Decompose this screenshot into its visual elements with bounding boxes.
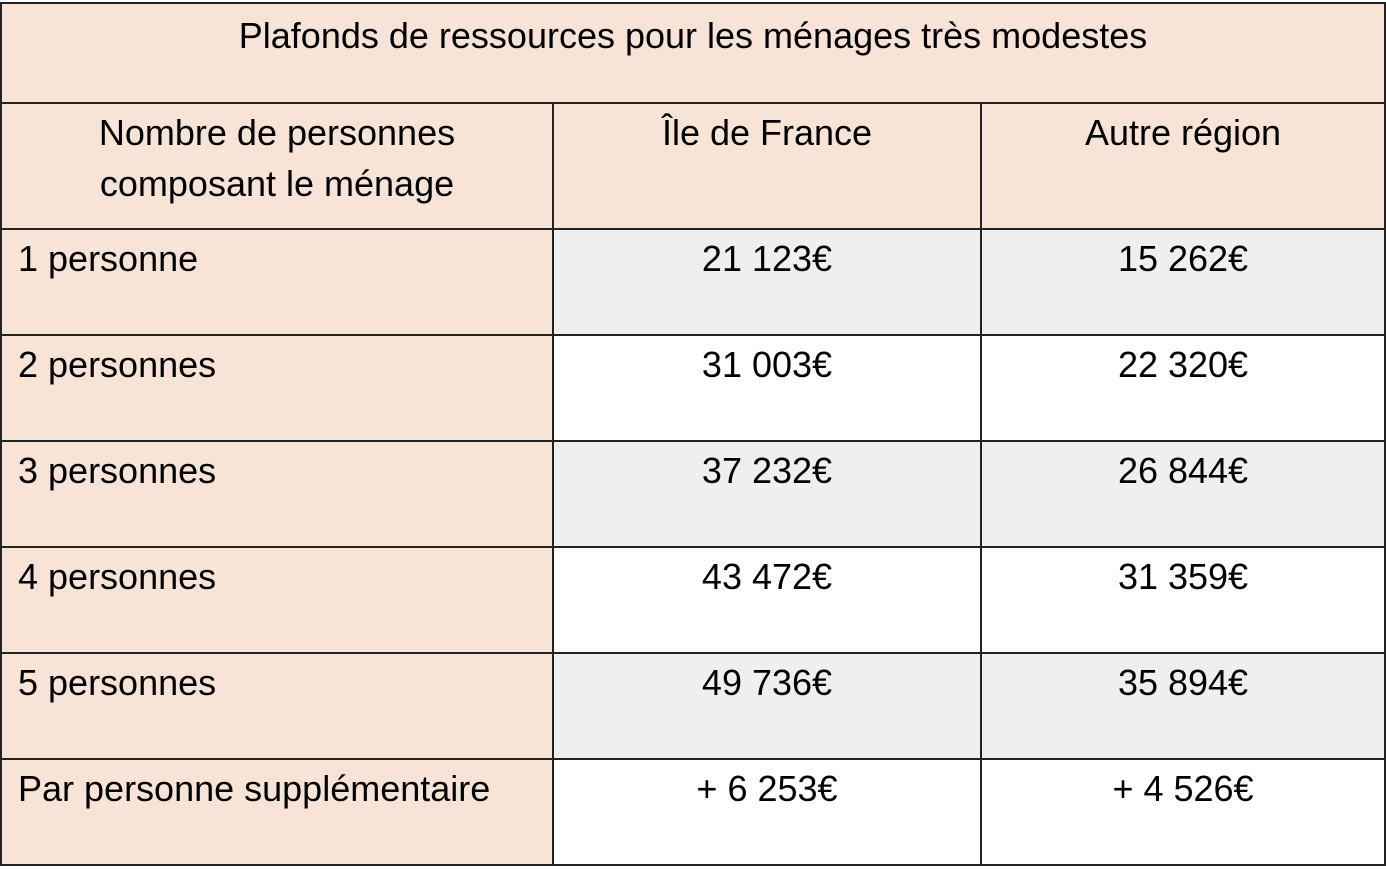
- table-header-row: Nombre de personnes composant le ménage …: [0, 102, 1386, 230]
- header-household-size-line1: Nombre de personnes: [98, 112, 456, 153]
- header-other-region: Autre région: [979, 102, 1386, 230]
- row-label: 2 personnes: [0, 334, 554, 442]
- row-value-other: + 4 526€: [979, 758, 1386, 866]
- row-label: 1 personne: [0, 228, 554, 336]
- row-value-other: 35 894€: [979, 652, 1386, 760]
- header-household-size-line2: composant le ménage: [99, 163, 455, 204]
- row-label: 3 personnes: [0, 440, 554, 548]
- header-household-size: Nombre de personnes composant le ménage: [0, 102, 554, 230]
- row-value-other: 22 320€: [979, 334, 1386, 442]
- row-value-other: 26 844€: [979, 440, 1386, 548]
- header-ile-de-france: Île de France: [552, 102, 982, 230]
- table-title-row: Plafonds de ressources pour les ménages …: [0, 2, 1386, 104]
- table-row: 1 personne 21 123€ 15 262€: [0, 228, 1386, 336]
- row-value-idf: 43 472€: [552, 546, 982, 654]
- row-value-idf: 49 736€: [552, 652, 982, 760]
- row-value-other: 31 359€: [979, 546, 1386, 654]
- table-row: 5 personnes 49 736€ 35 894€: [0, 652, 1386, 760]
- table-row: 4 personnes 43 472€ 31 359€: [0, 546, 1386, 654]
- row-value-idf: 21 123€: [552, 228, 982, 336]
- row-value-other: 15 262€: [979, 228, 1386, 336]
- row-label: 5 personnes: [0, 652, 554, 760]
- row-label: Par personne supplémentaire: [0, 758, 554, 866]
- table-row: 3 personnes 37 232€ 26 844€: [0, 440, 1386, 548]
- row-label: 4 personnes: [0, 546, 554, 654]
- table-row: 2 personnes 31 003€ 22 320€: [0, 334, 1386, 442]
- row-value-idf: 31 003€: [552, 334, 982, 442]
- row-value-idf: + 6 253€: [552, 758, 982, 866]
- table-row: Par personne supplémentaire + 6 253€ + 4…: [0, 758, 1386, 866]
- row-value-idf: 37 232€: [552, 440, 982, 548]
- table-title: Plafonds de ressources pour les ménages …: [0, 2, 1386, 104]
